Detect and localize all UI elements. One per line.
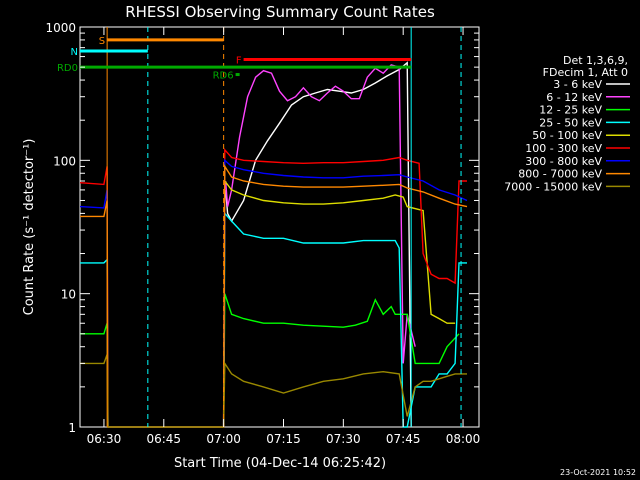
legend-entry: 800 - 7000 keV: [518, 168, 602, 181]
legend-entry: 50 - 100 keV: [532, 129, 602, 142]
x-axis-label: Start Time (04-Dec-14 06:25:42): [174, 456, 386, 471]
legend-entry: 7000 - 15000 keV: [504, 180, 602, 193]
x-tick-label: 06:30: [87, 432, 122, 446]
legend-entry: 3 - 6 keV: [553, 78, 602, 91]
y-axis-label: Count Rate (s⁻¹ detector⁻¹): [22, 139, 37, 316]
x-tick-label: 07:00: [206, 432, 241, 446]
series-line-1: [224, 64, 416, 364]
footer-date: 23-Oct-2021 10:52: [560, 468, 636, 477]
legend-entry: 12 - 25 keV: [539, 104, 602, 117]
y-tick-label: 100: [53, 154, 76, 168]
legend-entry: 100 - 300 keV: [525, 142, 602, 155]
series-line-8: [80, 354, 467, 428]
series-line-0: [224, 61, 412, 428]
x-tick-label: 08:00: [446, 432, 481, 446]
chart-title: RHESSI Observing Summary Count Rates: [125, 3, 435, 21]
legend-entry: 6 - 12 keV: [546, 91, 602, 104]
legend-entry: 300 - 800 keV: [525, 155, 602, 168]
flag-label: N: [71, 47, 78, 58]
legend-header: FDecim 1, Att 0: [543, 66, 628, 79]
legend-entry: 25 - 50 keV: [539, 116, 602, 129]
y-tick-label: 10: [61, 288, 76, 302]
series-line-4: [224, 180, 456, 324]
y-tick-label: 1000: [45, 21, 76, 35]
plot-frame: [79, 26, 480, 428]
x-tick-label: 07:15: [266, 432, 301, 446]
flag-label: S: [99, 36, 105, 47]
x-tick-label: 06:45: [146, 432, 181, 446]
flag-label: RD6: [213, 71, 234, 82]
flag-label: F: [236, 56, 242, 67]
x-tick-label: 07:45: [386, 432, 421, 446]
flag-label: RD0: [57, 63, 78, 74]
legend-header: Det 1,3,6,9,: [563, 54, 628, 67]
y-tick-label: 1: [68, 421, 76, 435]
x-tick-label: 07:30: [326, 432, 361, 446]
